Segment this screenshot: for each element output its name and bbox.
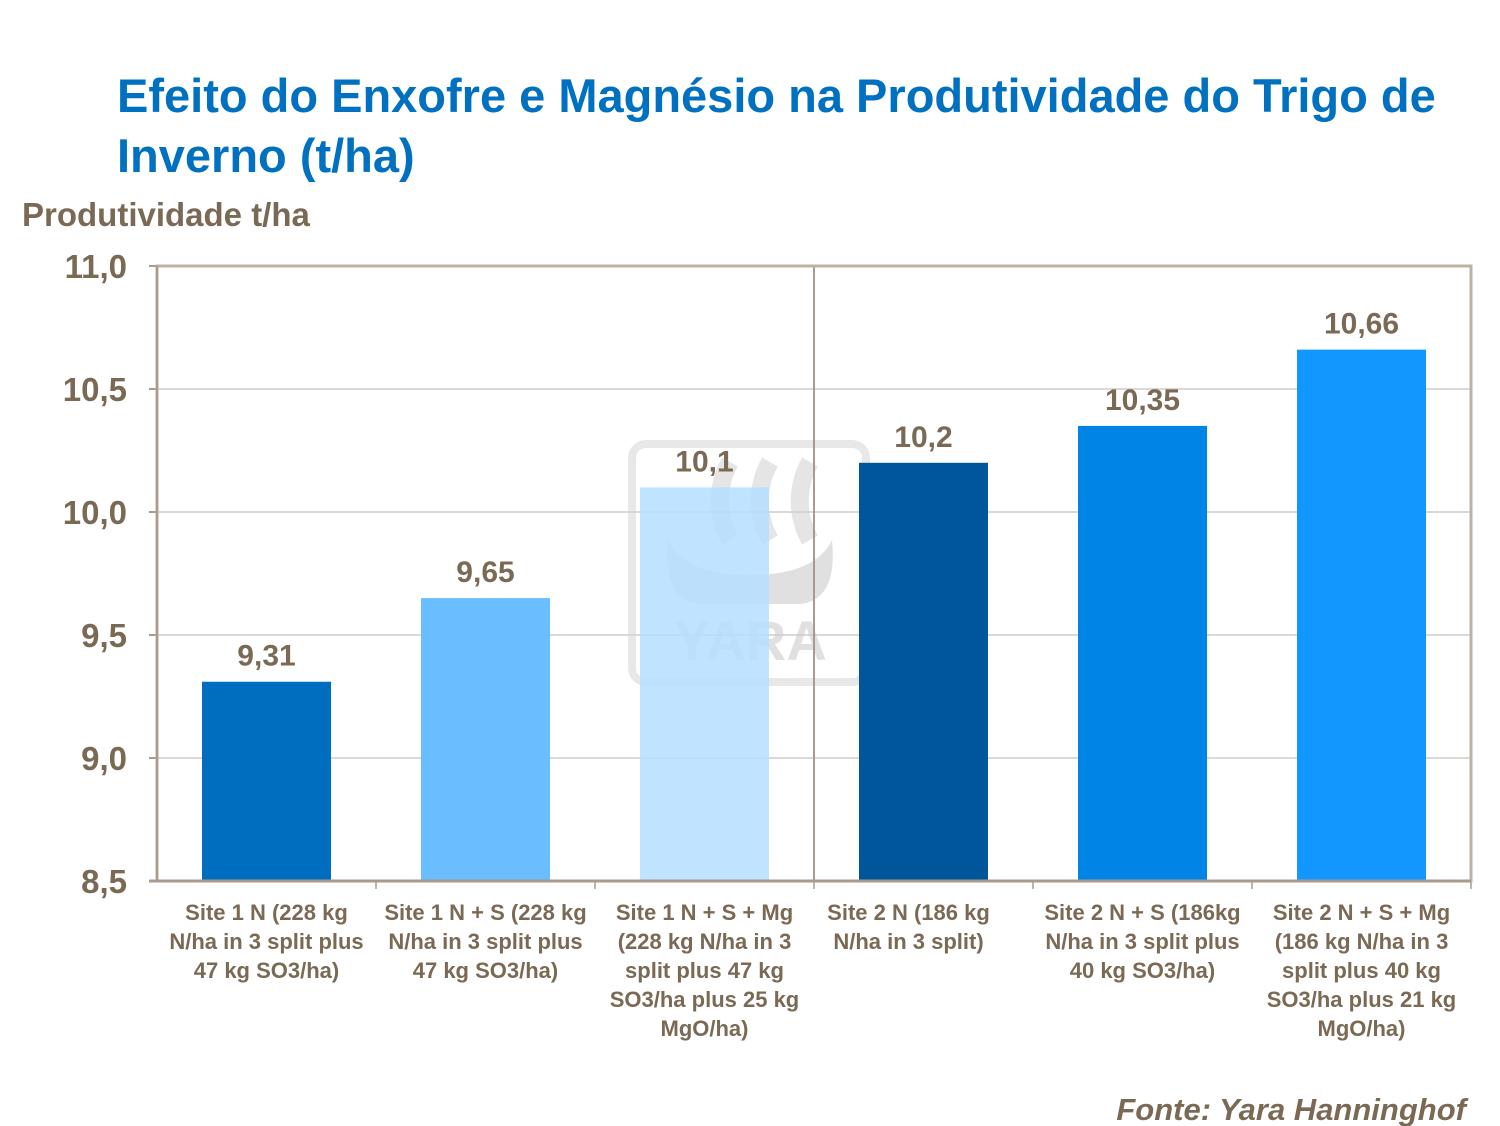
data-label: 10,2 [894, 421, 952, 454]
data-label: 10,35 [1105, 384, 1180, 417]
bar [202, 681, 331, 881]
x-tick-label: Site 1 N + S + Mg (228 kg N/ha in 3 spli… [609, 900, 800, 1041]
bar [1078, 425, 1207, 881]
source-note: Fonte: Yara Hanninghof [1116, 1092, 1466, 1126]
x-tick-label: Site 1 N + S (228 kg N/ha in 3 split plu… [384, 900, 587, 983]
y-tick-label: 10,0 [63, 494, 127, 531]
y-tick-label: 11,0 [65, 248, 127, 285]
x-tick-label: Site 2 N + S + Mg (186 kg N/ha in 3 spli… [1266, 900, 1457, 1041]
data-label: 9,31 [237, 640, 295, 673]
y-tick-label: 9,0 [81, 740, 127, 777]
chart-title: Efeito do Enxofre e Magnésio na Produtiv… [117, 69, 1436, 182]
bar [859, 462, 988, 881]
y-tick-label: 8,5 [81, 863, 127, 900]
bar [640, 487, 769, 881]
y-axis-label: Produtividade t/ha [22, 196, 310, 233]
data-label: 9,65 [456, 556, 514, 589]
data-label: 10,66 [1324, 308, 1399, 341]
x-tick-label: Site 1 N (228 kg N/ha in 3 split plus 47… [169, 900, 364, 983]
y-tick-label: 10,5 [63, 371, 127, 408]
x-tick-label: Site 2 N + S (186kg N/ha in 3 split plus… [1044, 900, 1241, 983]
bar [1297, 349, 1426, 881]
x-tick-label: Site 2 N (186 kg N/ha in 3 split) [827, 900, 990, 954]
bar [421, 598, 550, 881]
data-label: 10,1 [675, 445, 733, 478]
y-tick-label: 9,5 [81, 617, 127, 654]
